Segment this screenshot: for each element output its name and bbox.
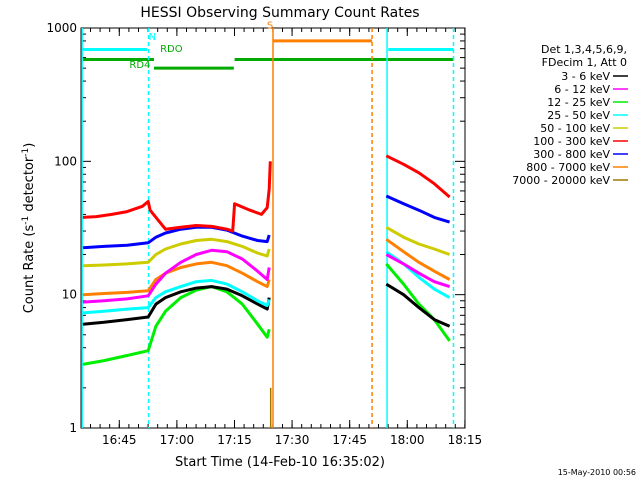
annotation-label: RD4 bbox=[129, 60, 150, 71]
y-tick-label: 10 bbox=[62, 288, 77, 302]
vlines-layer bbox=[81, 28, 455, 428]
series-layer bbox=[82, 154, 451, 366]
legend: Det 1,3,4,5,6,9, FDecim 1, Att 0 3 - 6 k… bbox=[512, 43, 628, 187]
series-line-6 bbox=[82, 225, 271, 250]
y-axis-label: Count Rate (s-1 detector-1) bbox=[21, 143, 37, 314]
footer-date: 15-May-2010 00:56 bbox=[558, 468, 636, 477]
status-bars-layer bbox=[82, 39, 454, 70]
x-tick-label: 17:30 bbox=[275, 433, 310, 447]
annotation-label: RDO bbox=[160, 44, 183, 55]
series-line-4 bbox=[82, 237, 271, 268]
y-label-sup1: -1 bbox=[21, 216, 31, 225]
legend-entry-label: 12 - 25 keV bbox=[547, 96, 610, 109]
series-line-1 bbox=[82, 248, 271, 304]
x-axis-label: Start Time (14-Feb-10 16:35:02) bbox=[175, 455, 385, 470]
series-line-6 bbox=[385, 194, 451, 224]
legend-entry-label: 6 - 12 keV bbox=[554, 83, 610, 96]
y-label-base: Count Rate (s bbox=[22, 225, 37, 314]
y-tick-label: 100 bbox=[54, 154, 77, 168]
y-label-sup2: -1 bbox=[21, 148, 31, 157]
ticks-layer: 1 10 100 1000 16:45 17:00 17:15 17:30 17:45 18:00… bbox=[46, 21, 482, 447]
legend-entry-label: 7000 - 20000 keV bbox=[512, 174, 610, 187]
legend-entry-label: 800 - 7000 keV bbox=[526, 161, 610, 174]
series-line-5 bbox=[385, 154, 451, 199]
series-line-1 bbox=[385, 253, 451, 289]
series-line-7 bbox=[82, 260, 271, 297]
x-tick-label: 16:45 bbox=[102, 433, 137, 447]
legend-entry-label: 300 - 800 keV bbox=[533, 148, 610, 161]
x-tick-label: 17:00 bbox=[160, 433, 195, 447]
series-line-2 bbox=[385, 262, 451, 342]
legend-entry-label: 3 - 6 keV bbox=[561, 70, 610, 83]
y-tick-label: 1 bbox=[69, 421, 77, 435]
series-line-4 bbox=[385, 225, 451, 256]
x-tick-label: 18:15 bbox=[448, 433, 483, 447]
series-line-5 bbox=[82, 161, 272, 233]
x-tick-label: 17:15 bbox=[217, 433, 252, 447]
legend-entry-label: 25 - 50 keV bbox=[547, 109, 610, 122]
legend-entry-label: 50 - 100 keV bbox=[540, 122, 610, 135]
y-tick-label: 1000 bbox=[46, 21, 77, 35]
annotations-layer: N RDO RD4 S bbox=[129, 21, 273, 72]
x-tick-label: 17:45 bbox=[332, 433, 367, 447]
y-label-end: ) bbox=[22, 143, 37, 148]
y-label-mid: detector bbox=[22, 156, 37, 216]
series-line-3 bbox=[82, 278, 271, 315]
series-line-2 bbox=[82, 285, 271, 366]
legend-header-2: FDecim 1, Att 0 bbox=[542, 56, 627, 69]
series-line-0 bbox=[385, 282, 451, 328]
series-line-0 bbox=[82, 285, 271, 326]
annotation-label: S bbox=[267, 21, 273, 32]
chart-title: HESSI Observing Summary Count Rates bbox=[140, 5, 419, 21]
series-line-7 bbox=[385, 238, 451, 281]
annotation-label: N bbox=[149, 32, 156, 43]
legend-header-1: Det 1,3,4,5,6,9, bbox=[541, 43, 627, 56]
x-tick-label: 18:00 bbox=[390, 433, 425, 447]
legend-entry-label: 100 - 300 keV bbox=[533, 135, 610, 148]
